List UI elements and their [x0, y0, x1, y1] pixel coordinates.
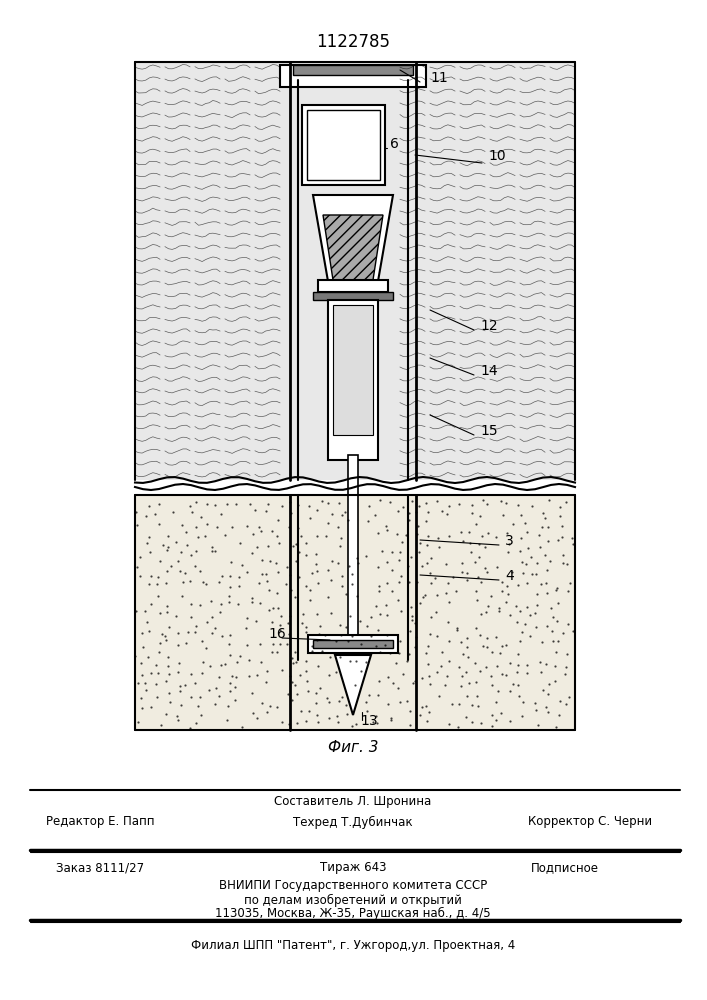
Text: Техред Т.Дубинчак: Техред Т.Дубинчак	[293, 815, 413, 829]
Text: 4: 4	[505, 569, 514, 583]
Text: 16: 16	[268, 627, 286, 641]
Text: 13: 13	[360, 714, 378, 728]
Text: Фиг. 3: Фиг. 3	[328, 740, 378, 756]
Bar	[348, 455, 358, 655]
Bar	[302, 105, 385, 185]
Bar	[333, 305, 373, 435]
Bar	[135, 495, 575, 730]
Bar	[293, 65, 413, 75]
Bar	[328, 300, 378, 460]
Text: Филиал ШПП "Патент", г. Ужгород,ул. Проектная, 4: Филиал ШПП "Патент", г. Ужгород,ул. Прое…	[191, 938, 515, 952]
Text: Составитель Л. Шронина: Составитель Л. Шронина	[274, 796, 432, 808]
Polygon shape	[335, 655, 371, 715]
Text: Тираж 643: Тираж 643	[320, 861, 386, 874]
Text: 12: 12	[480, 319, 498, 333]
Bar	[280, 65, 426, 87]
Text: 6: 6	[390, 137, 399, 151]
Text: 3: 3	[505, 534, 514, 548]
Bar	[308, 635, 398, 653]
Text: 113035, Москва, Ж-35, Раушская наб., д. 4/5: 113035, Москва, Ж-35, Раушская наб., д. …	[215, 906, 491, 920]
Polygon shape	[323, 215, 383, 280]
Text: 1122785: 1122785	[316, 33, 390, 51]
Text: 14: 14	[480, 364, 498, 378]
Text: 11: 11	[430, 71, 448, 85]
Bar	[313, 640, 393, 648]
Bar	[318, 280, 388, 292]
Text: Подписное: Подписное	[531, 861, 599, 874]
Text: ВНИИПИ Государственного комитета СССР: ВНИИПИ Государственного комитета СССР	[219, 879, 487, 892]
Bar	[307, 110, 380, 180]
Text: 15: 15	[480, 424, 498, 438]
Text: Заказ 8111/27: Заказ 8111/27	[56, 861, 144, 874]
Text: 10: 10	[488, 149, 506, 163]
Bar	[135, 62, 575, 480]
Text: Корректор С. Черни: Корректор С. Черни	[528, 816, 652, 828]
Bar	[313, 292, 393, 300]
Polygon shape	[313, 195, 393, 310]
Text: по делам изобретений и открытий: по делам изобретений и открытий	[244, 893, 462, 907]
Text: Редактор Е. Папп: Редактор Е. Папп	[46, 816, 154, 828]
